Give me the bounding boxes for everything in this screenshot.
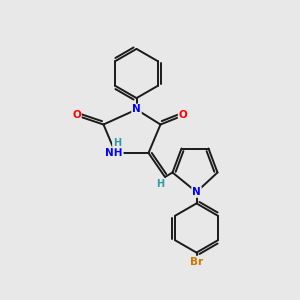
Text: N: N	[132, 104, 141, 115]
Text: O: O	[178, 110, 188, 121]
Text: NH: NH	[105, 148, 123, 158]
Text: H: H	[156, 178, 165, 189]
Text: O: O	[72, 110, 81, 121]
Text: N: N	[192, 187, 201, 197]
Text: Br: Br	[190, 256, 203, 267]
Text: H: H	[113, 137, 121, 148]
